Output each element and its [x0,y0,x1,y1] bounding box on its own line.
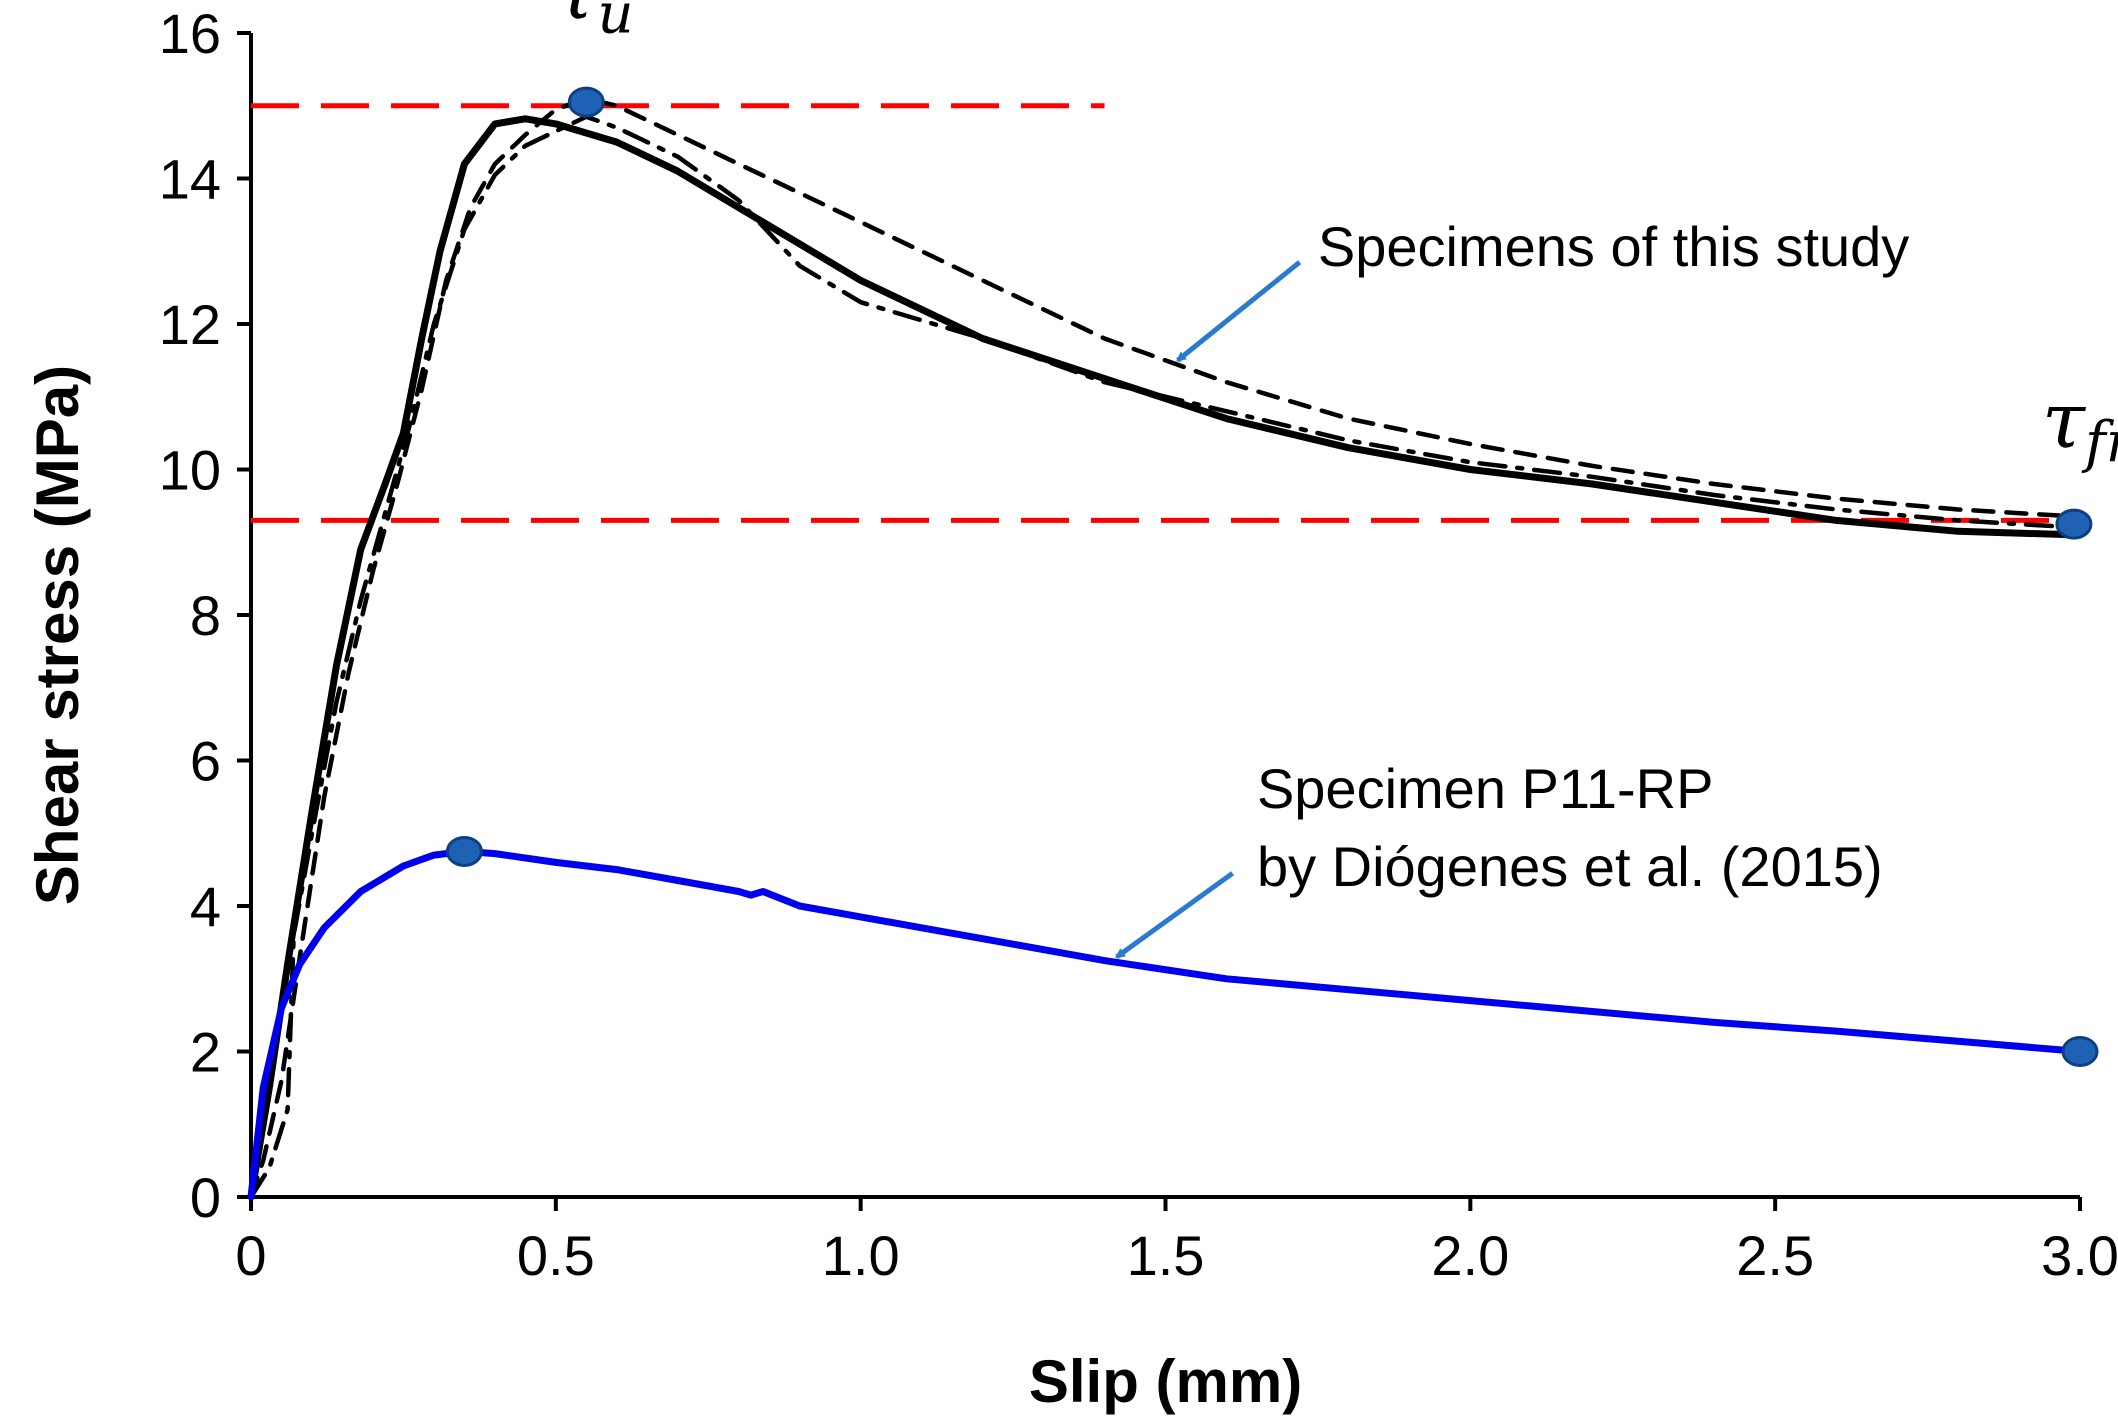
axes: 0 2 4 6 8 10 12 14 16 0 0.5 1.0 1.5 2.0 2.5 3.0 Slip (mm… [24,2,2118,1415]
reference-lines [251,103,2080,523]
x-tick-label: 2.0 [1431,1224,1509,1287]
series-line-0 [247,115,2084,1201]
x-tick-label: 1.5 [1127,1224,1205,1287]
tau-u-label: τu [554,0,633,46]
y-tick-label: 4 [190,875,221,938]
y-tick-label: 0 [190,1166,221,1229]
x-tick-label: 0 [235,1224,266,1287]
tau-fr-point [2055,508,2093,540]
y-tick-label: 2 [190,1021,221,1084]
tau-fr-subscript: fr [2081,411,2118,476]
x-tick-label: 3.0 [2041,1224,2118,1287]
this-study-label-line-0: Specimens of this study [1318,215,1909,278]
p11-label-line-1: by Diógenes et al. (2015) [1257,835,1883,898]
y-tick-label: 14 [159,148,221,211]
tau-fr-symbol: τ [2042,377,2087,467]
x-tick-label: 0.5 [517,1224,595,1287]
y-tick-label: 16 [159,2,221,65]
tau-u-subscript: u [597,0,633,46]
tau-fr-label: τfr [2042,377,2118,476]
tau-u-symbol: τ [554,0,599,37]
p11-label-line-0: Specimen P11-RP [1257,757,1714,820]
x-axis-title: Slip (mm) [1029,1348,1302,1415]
p11-end-point [2061,1036,2099,1067]
y-tick-label: 10 [159,439,221,502]
tau-u-point [567,86,605,118]
data-markers [445,86,2099,1067]
p11-label-arrow [1115,871,1235,959]
y-tick-label: 6 [190,730,221,793]
y-tick-label: 12 [159,293,221,356]
y-tick-label: 8 [190,584,221,647]
x-tick-label: 2.5 [1736,1224,1814,1287]
x-tick-label: 1.0 [822,1224,900,1287]
p11-peak-point [445,835,483,867]
y-axis-title: Shear stress (MPa) [24,365,91,905]
this-study-label-arrow [1176,260,1302,363]
series-line-2 [248,114,2083,1200]
series-line-3 [247,847,2084,1201]
